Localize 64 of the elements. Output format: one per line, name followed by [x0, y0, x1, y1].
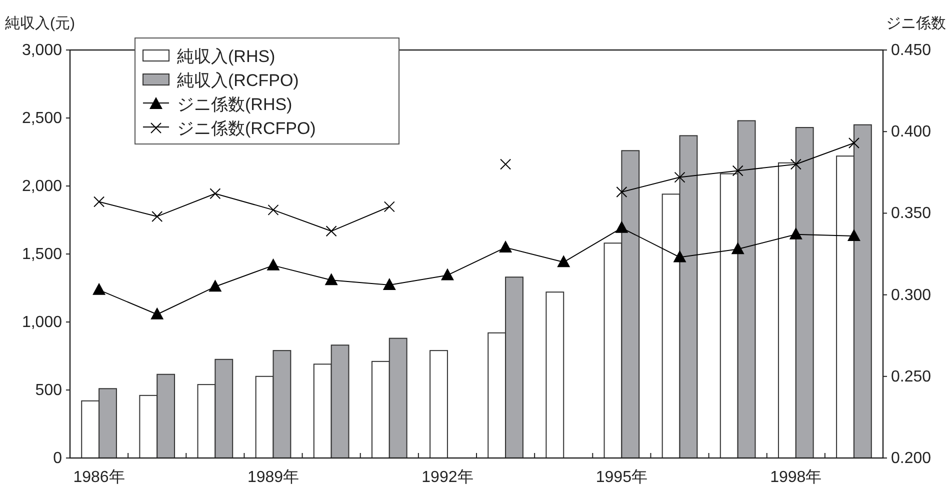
point: [499, 240, 512, 252]
bar: [272, 350, 292, 458]
point: [731, 242, 744, 254]
legend-label: 純収入(RHS): [177, 47, 276, 66]
y-axis-title: 純収入(元): [5, 15, 75, 32]
point: [616, 186, 628, 198]
bar: [330, 344, 350, 458]
x-tick-label: 1992年: [422, 469, 474, 486]
point: [440, 268, 454, 280]
y2-tick-label: 0.350: [891, 205, 932, 222]
x-tick-label: 1986年: [73, 469, 125, 486]
point: [615, 220, 628, 233]
point: [94, 196, 105, 208]
point: [210, 188, 221, 200]
point: [152, 210, 163, 222]
bar: [679, 135, 698, 458]
y2-axis-title: ジニ係数: [886, 15, 946, 32]
point: [384, 201, 395, 212]
point: [208, 280, 222, 292]
bar: [621, 150, 640, 458]
y-tick-label: 1,500: [22, 246, 62, 263]
point: [790, 158, 802, 170]
y2-tick-label: 0.400: [891, 124, 932, 141]
point: [150, 307, 164, 320]
bar: [430, 350, 448, 458]
legend-label: ジニ係数(RHS): [177, 95, 292, 114]
y2-tick-label: 0.300: [891, 286, 932, 304]
y-tick-label: 1,000: [22, 314, 62, 331]
x-tick-label: 1998年: [770, 469, 822, 486]
y-tick-label: 2,000: [22, 178, 62, 195]
legend-label: ジニ係数(RCFPO): [177, 119, 316, 138]
point: [848, 138, 860, 149]
y-tick-label: 0: [53, 450, 62, 467]
y2-tick-label: 0.250: [891, 368, 932, 386]
x-tick-label: 1995年: [596, 469, 648, 486]
point: [557, 255, 570, 268]
bar: [737, 120, 756, 458]
point: [500, 158, 512, 170]
bar: [795, 127, 814, 458]
y2-tick-label: 0.450: [891, 42, 932, 59]
point: [847, 229, 860, 242]
legend-label: 純収入(RCFPO): [177, 71, 299, 90]
point: [92, 282, 106, 295]
point: [326, 226, 337, 237]
point: [324, 273, 338, 286]
point: [674, 172, 686, 183]
y-tick-label: 2,500: [22, 110, 62, 127]
point: [789, 227, 802, 240]
y-tick-label: 3,000: [22, 42, 62, 59]
bar: [853, 124, 872, 458]
point: [266, 258, 280, 270]
y-tick-label: 500: [35, 382, 62, 399]
point: [268, 204, 279, 216]
point: [673, 250, 686, 262]
y2-tick-label: 0.200: [891, 450, 932, 467]
x-tick-label: 1989年: [247, 469, 300, 486]
bar: [98, 388, 117, 458]
bar: [214, 358, 234, 458]
bar: [156, 374, 176, 458]
bar: [505, 276, 524, 458]
point: [382, 278, 396, 290]
bar: [388, 338, 408, 458]
point: [732, 165, 744, 176]
bar: [546, 292, 564, 458]
